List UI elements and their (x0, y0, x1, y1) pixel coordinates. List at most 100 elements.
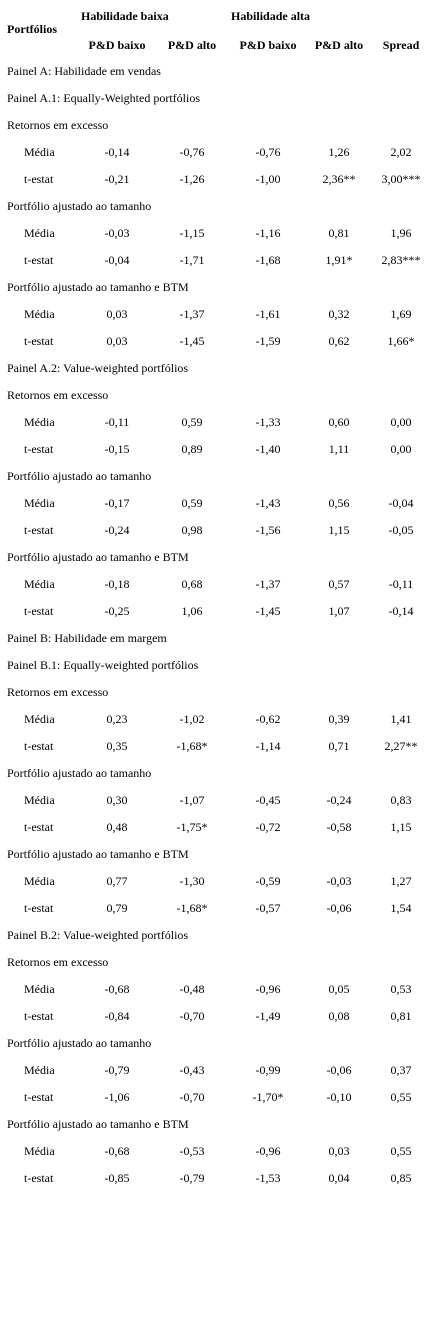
table-row: t-estat -0,25 1,06 -1,45 1,07 -0,14 (0, 598, 432, 625)
section-label: Painel A.2: Value-weighted portfólios (7, 361, 189, 375)
table-cell: 0,30 (106, 793, 128, 807)
section-label: Painel B.1: Equally-weighted portfólios (7, 658, 199, 672)
row-label: t-estat (24, 1171, 54, 1185)
section-row: Retornos em excesso (0, 382, 432, 409)
row-label: Média (24, 145, 55, 159)
section-label: Painel B: Habilidade em margem (7, 631, 167, 645)
section-row: Portfólio ajustado ao tamanho (0, 463, 432, 490)
section-row: Painel A.1: Equally-Weighted portfólios (0, 85, 432, 112)
section-label: Retornos em excesso (7, 685, 109, 699)
table-cell: 0,57 (328, 577, 350, 591)
row-label: Média (24, 1063, 55, 1077)
table-row: t-estat -0,15 0,89 -1,40 1,11 0,00 (0, 436, 432, 463)
table-row: t-estat 0,48 -1,75* -0,72 -0,58 1,15 (0, 814, 432, 841)
table-cell: -1,14 (255, 739, 281, 753)
table-row: Média -0,03 -1,15 -1,16 0,81 1,96 (0, 220, 432, 247)
row-label: t-estat (24, 334, 54, 348)
section-label: Portfólio ajustado ao tamanho (7, 469, 152, 483)
table-cell: -0,76 (255, 145, 281, 159)
row-label: t-estat (24, 253, 54, 267)
row-label: Média (24, 496, 55, 510)
row-label: Média (24, 712, 55, 726)
table-cell: -0,99 (255, 1063, 281, 1077)
table-cell: -0,10 (326, 1090, 352, 1104)
row-label: Média (24, 1144, 55, 1158)
table-cell: 1,15 (390, 820, 412, 834)
table-cell: -1,61 (255, 307, 281, 321)
table-row: t-estat -0,04 -1,71 -1,68 1,91* 2,83*** (0, 247, 432, 274)
row-label: t-estat (24, 1009, 54, 1023)
table-cell: 0,23 (106, 712, 128, 726)
table-cell: -1,68* (176, 739, 208, 753)
table-cell: -1,33 (255, 415, 281, 429)
table-row: t-estat 0,79 -1,68* -0,57 -0,06 1,54 (0, 895, 432, 922)
table-cell: -0,58 (326, 820, 352, 834)
table-cell: 0,68 (181, 577, 203, 591)
table-cell: -1,06 (104, 1090, 130, 1104)
row-label: Média (24, 874, 55, 888)
section-label: Painel A: Habilidade em vendas (7, 64, 161, 78)
section-row: Portfólio ajustado ao tamanho e BTM (0, 841, 432, 868)
table-cell: -0,17 (104, 496, 130, 510)
table-cell: -0,24 (104, 523, 130, 537)
table-cell: 0,03 (106, 307, 128, 321)
table-cell: -1,16 (255, 226, 281, 240)
section-label: Retornos em excesso (7, 955, 109, 969)
section-label: Portfólio ajustado ao tamanho e BTM (7, 847, 189, 861)
table-header: Portfólios Habilidade baixa Habilidade a… (0, 0, 432, 58)
section-row: Portfólio ajustado ao tamanho (0, 1030, 432, 1057)
table-cell: 1,91* (325, 253, 353, 267)
section-label: Retornos em excesso (7, 388, 109, 402)
table-cell: -0,04 (104, 253, 130, 267)
col-header-spread: Spread (382, 37, 420, 52)
section-label: Painel B.2: Value-weighted portfólios (7, 928, 189, 942)
table-cell: -0,06 (326, 901, 352, 915)
table-cell: -1,02 (179, 712, 205, 726)
section-label: Portfólio ajustado ao tamanho (7, 199, 152, 213)
section-label: Portfólio ajustado ao tamanho e BTM (7, 280, 189, 294)
table-cell: -0,70 (179, 1009, 205, 1023)
table-cell: 0,08 (328, 1009, 350, 1023)
table-cell: -1,00 (255, 172, 281, 186)
high-skill-header: Habilidade alta (231, 8, 311, 23)
table-cell: 0,71 (328, 739, 350, 753)
low-skill-header: Habilidade baixa (81, 8, 169, 23)
table-row: Média -0,14 -0,76 -0,76 1,26 2,02 (0, 139, 432, 166)
table-cell: 0,81 (328, 226, 350, 240)
table-cell: 0,62 (328, 334, 350, 348)
table-cell: -0,15 (104, 442, 130, 456)
section-row: Portfólio ajustado ao tamanho e BTM (0, 274, 432, 301)
section-row: Retornos em excesso (0, 112, 432, 139)
table-cell: -1,56 (255, 523, 281, 537)
table-cell: 0,89 (181, 442, 203, 456)
table-cell: 0,04 (328, 1171, 350, 1185)
table-cell: -0,14 (104, 145, 130, 159)
table-cell: 1,41 (390, 712, 412, 726)
section-row: Portfólio ajustado ao tamanho (0, 760, 432, 787)
table-cell: 0,32 (328, 307, 350, 321)
table-cell: -0,48 (179, 982, 205, 996)
section-label: Portfólio ajustado ao tamanho (7, 1036, 152, 1050)
table-body: Painel A: Habilidade em vendas Painel A.1… (0, 58, 432, 1192)
table-cell: 1,96 (390, 226, 412, 240)
results-table: Portfólios Habilidade baixa Habilidade a… (0, 0, 432, 1192)
section-row: Retornos em excesso (0, 949, 432, 976)
row-label: Média (24, 793, 55, 807)
table-cell: 1,15 (328, 523, 350, 537)
table-cell: 0,39 (328, 712, 350, 726)
row-label: Média (24, 307, 55, 321)
table-row: Média -0,18 0,68 -1,37 0,57 -0,11 (0, 571, 432, 598)
table-row: Média 0,03 -1,37 -1,61 0,32 1,69 (0, 301, 432, 328)
table-cell: -1,43 (255, 496, 281, 510)
table-cell: 1,54 (390, 901, 412, 915)
table-cell: -1,45 (255, 604, 281, 618)
table-cell: -1,70* (252, 1090, 284, 1104)
table-cell: 0,59 (181, 496, 203, 510)
section-label: Portfólio ajustado ao tamanho e BTM (7, 1117, 189, 1131)
row-label: t-estat (24, 442, 54, 456)
table-row: Média -0,17 0,59 -1,43 0,56 -0,04 (0, 490, 432, 517)
table-cell: -1,68* (176, 901, 208, 915)
table-cell: 0,85 (390, 1171, 412, 1185)
table-cell: 0,48 (106, 820, 128, 834)
table-cell: -0,85 (104, 1171, 130, 1185)
